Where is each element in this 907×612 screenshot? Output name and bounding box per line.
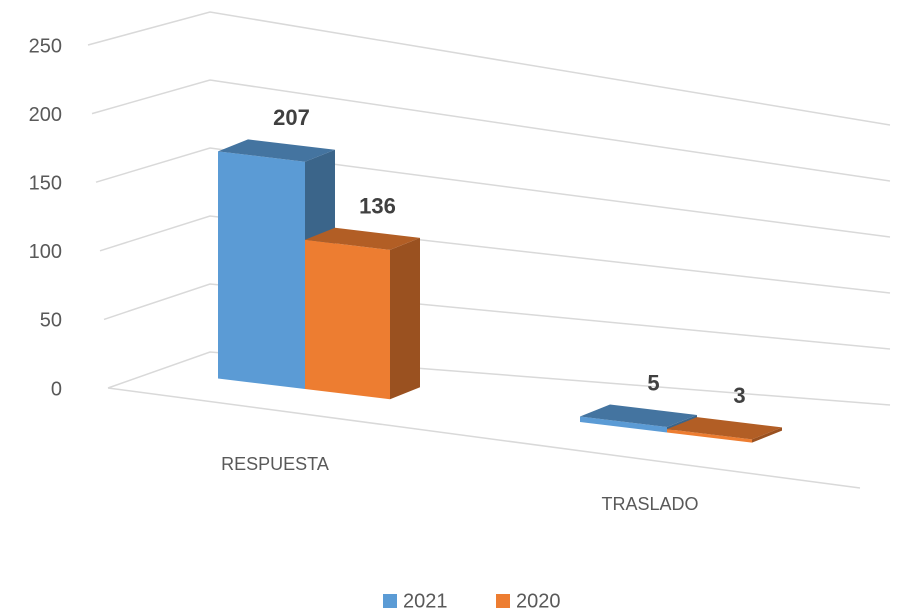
data-label: 3 <box>733 383 745 408</box>
y-tick-label: 200 <box>29 104 62 126</box>
x-tick-label: RESPUESTA <box>221 454 329 474</box>
y-tick-label: 150 <box>29 172 62 194</box>
bar-front <box>305 239 390 400</box>
grid-line <box>103 283 891 350</box>
bar-top <box>218 139 335 162</box>
legend-swatch <box>496 594 510 608</box>
grid-line <box>107 351 891 406</box>
bar-top <box>667 417 782 440</box>
floor-edge <box>107 387 861 489</box>
y-tick-label: 50 <box>40 310 62 332</box>
y-tick-label: 0 <box>51 378 62 400</box>
bar-front <box>218 151 305 389</box>
grid-line <box>91 79 891 182</box>
data-label: 136 <box>359 194 396 219</box>
bar-top <box>580 404 697 427</box>
y-tick-label: 250 <box>29 35 62 57</box>
grid-line <box>87 11 891 126</box>
grid-line <box>99 215 891 294</box>
data-label: 5 <box>647 370 659 395</box>
grid-line <box>95 147 891 238</box>
legend-label: 2021 <box>403 590 448 612</box>
bar-side <box>752 427 782 443</box>
legend-label: 2020 <box>516 590 561 612</box>
y-tick-label: 100 <box>29 241 62 263</box>
x-tick-label: TRASLADO <box>601 494 698 514</box>
bar-front <box>580 416 667 433</box>
bar-side <box>390 237 420 400</box>
bar-top <box>305 227 420 250</box>
legend-swatch <box>383 594 397 608</box>
bar-front <box>667 429 752 443</box>
data-label: 207 <box>273 105 310 130</box>
